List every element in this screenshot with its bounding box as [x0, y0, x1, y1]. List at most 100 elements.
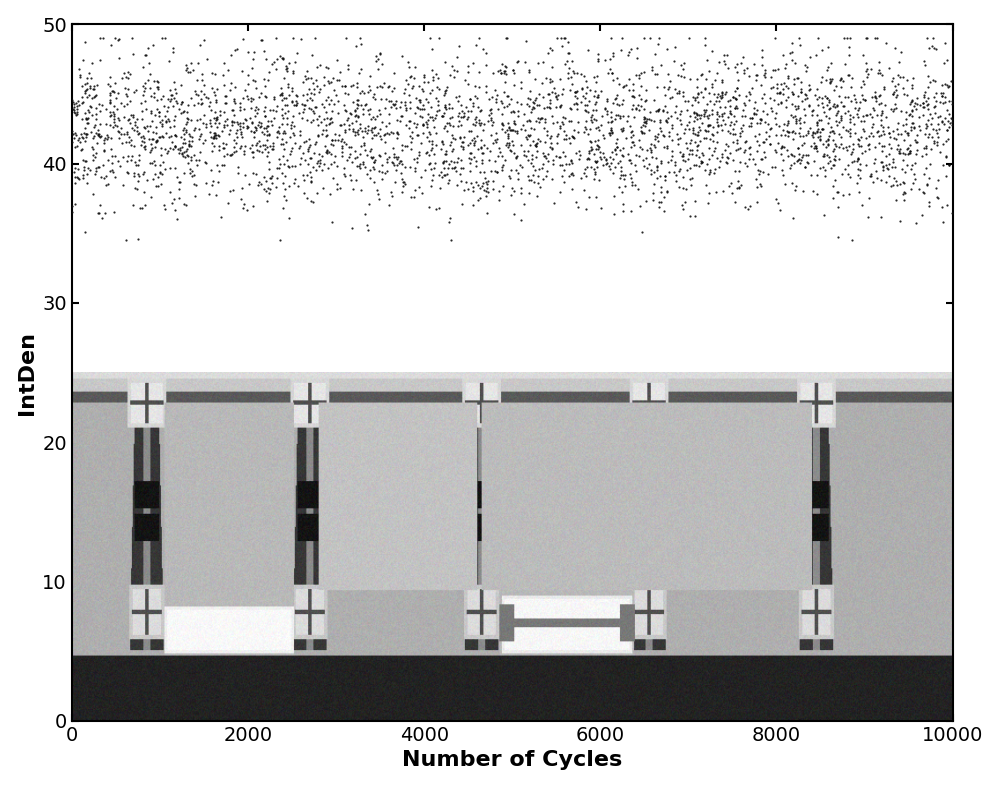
Point — [647, 133, 663, 146]
Point — [309, 80, 325, 93]
Point — [549, 31, 565, 44]
Point — [237, 168, 253, 181]
Point — [615, 94, 631, 106]
Point — [682, 136, 698, 149]
Point — [88, 107, 104, 120]
Point — [211, 116, 227, 129]
Point — [553, 31, 569, 44]
Point — [598, 153, 614, 165]
Point — [387, 176, 403, 188]
Point — [584, 116, 600, 128]
Point — [94, 211, 110, 224]
Point — [79, 117, 95, 130]
Point — [238, 113, 254, 126]
Point — [731, 165, 747, 178]
Point — [380, 81, 396, 94]
Point — [757, 64, 773, 76]
Point — [612, 109, 628, 122]
Point — [586, 147, 602, 160]
Point — [827, 150, 843, 162]
Point — [659, 185, 675, 198]
Point — [802, 51, 818, 64]
Point — [451, 39, 467, 52]
Point — [650, 38, 666, 50]
Point — [182, 162, 198, 175]
Point — [681, 31, 697, 44]
Point — [637, 116, 653, 129]
Point — [216, 78, 232, 91]
Point — [385, 127, 401, 139]
Point — [847, 127, 863, 140]
Point — [295, 146, 311, 159]
Point — [434, 136, 450, 149]
Point — [770, 63, 786, 76]
Point — [78, 127, 94, 140]
Point — [424, 65, 440, 77]
Point — [177, 136, 193, 149]
Point — [924, 40, 940, 53]
Point — [178, 64, 194, 76]
Point — [587, 155, 603, 168]
Point — [347, 125, 363, 138]
Point — [143, 144, 159, 157]
Point — [227, 97, 243, 109]
Point — [157, 203, 173, 216]
Point — [552, 101, 568, 113]
Point — [596, 151, 612, 164]
Point — [850, 153, 866, 165]
Point — [840, 158, 856, 171]
Point — [198, 157, 214, 169]
Point — [688, 159, 704, 172]
Point — [608, 92, 624, 105]
Point — [835, 75, 851, 87]
Point — [207, 129, 223, 142]
Point — [777, 128, 793, 141]
Point — [607, 144, 623, 157]
Point — [599, 108, 615, 120]
Point — [886, 172, 902, 184]
Point — [634, 126, 650, 139]
Point — [489, 133, 505, 146]
Point — [497, 76, 513, 88]
Point — [324, 105, 340, 117]
Point — [123, 153, 139, 166]
Point — [854, 89, 870, 102]
Point — [71, 172, 87, 185]
Point — [402, 161, 418, 174]
Point — [437, 98, 453, 111]
Point — [367, 93, 383, 105]
Point — [424, 142, 440, 154]
Point — [223, 49, 239, 61]
Point — [462, 137, 478, 150]
Point — [557, 31, 573, 44]
Point — [652, 113, 668, 126]
Point — [492, 64, 508, 76]
Point — [803, 140, 819, 153]
Point — [104, 150, 120, 162]
Point — [362, 164, 378, 176]
Point — [260, 182, 276, 194]
Point — [883, 142, 899, 154]
Point — [75, 168, 91, 181]
Point — [592, 151, 608, 164]
Point — [127, 116, 143, 128]
Point — [213, 211, 229, 224]
Point — [475, 147, 491, 160]
Point — [309, 61, 325, 74]
Point — [414, 102, 430, 115]
Point — [256, 171, 272, 183]
Point — [756, 87, 772, 100]
Point — [527, 73, 543, 86]
Point — [918, 147, 934, 160]
Point — [544, 142, 560, 155]
Point — [428, 92, 444, 105]
Point — [276, 125, 292, 138]
Point — [435, 157, 451, 169]
Point — [127, 118, 143, 131]
Point — [861, 139, 877, 151]
Point — [208, 113, 224, 126]
Point — [334, 142, 350, 154]
Point — [217, 90, 233, 102]
Point — [123, 139, 139, 151]
Point — [594, 109, 610, 122]
